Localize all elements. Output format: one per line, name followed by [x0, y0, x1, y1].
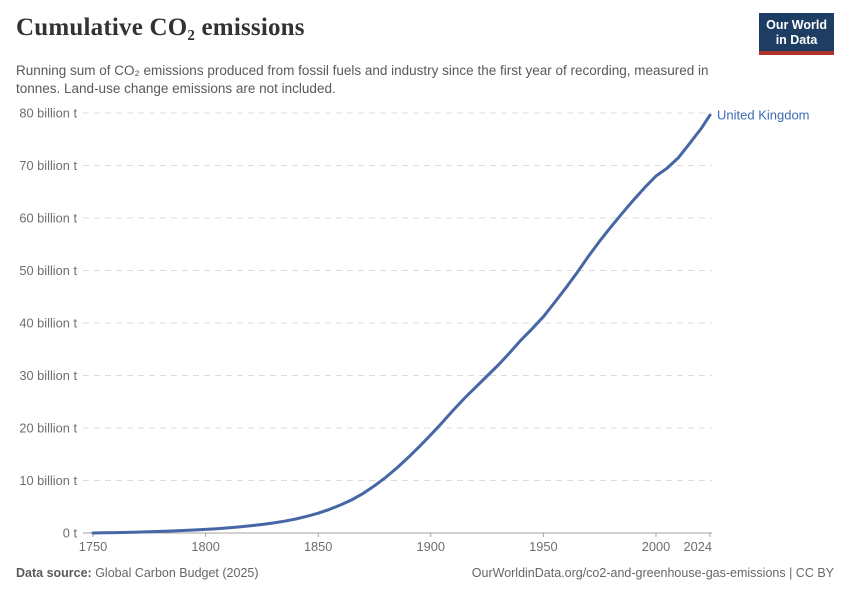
x-axis-tick-label: 1900: [417, 539, 445, 554]
y-axis-tick-label: 20 billion t: [19, 421, 77, 436]
owid-logo-line2: in Data: [775, 33, 818, 47]
owid-logo[interactable]: Our World in Data: [759, 13, 834, 55]
y-axis-tick-label: 70 billion t: [19, 158, 77, 173]
x-axis-tick-label: 2000: [642, 539, 670, 554]
chart-subtitle: Running sum of CO₂ emissions produced fr…: [16, 63, 709, 96]
x-axis-tick-label: 1800: [191, 539, 219, 554]
series-line-united-kingdom[interactable]: [91, 113, 712, 535]
series-entity-label[interactable]: United Kingdom: [717, 108, 810, 123]
y-axis-tick-label: 0 t: [63, 526, 78, 541]
y-axis-tick-label: 30 billion t: [19, 368, 77, 383]
x-axis-tick-label: 1950: [529, 539, 557, 554]
chart-canvas[interactable]: 0 t 10 billion t 20 billion t 30 billion t 4…: [0, 98, 850, 560]
chart-header: Cumulative CO₂ emissions Our World in Da…: [0, 0, 850, 55]
chart-footer: Data source: Global Carbon Budget (2025)…: [0, 560, 850, 580]
y-axis-tick-label: 50 billion t: [19, 263, 77, 278]
owid-logo-line1: Our World: [766, 18, 827, 32]
footer-link[interactable]: OurWorldinData.org/co2-and-greenhouse-ga…: [471, 566, 834, 580]
x-axis-tick-label: 1750: [79, 539, 107, 554]
x-axis-tick-label: 1850: [304, 539, 332, 554]
chart-title: Cumulative CO₂ emissions: [16, 14, 305, 41]
data-source-value: Global Carbon Budget (2025): [91, 566, 259, 580]
chart-area: 0 t 10 billion t 20 billion t 30 billion t 4…: [0, 98, 850, 560]
y-axis-tick-label: 40 billion t: [19, 316, 77, 331]
y-axis-tick-label: 10 billion t: [19, 473, 77, 488]
y-axis-tick-label: 80 billion t: [19, 106, 77, 121]
y-axis-tick-label: 60 billion t: [19, 211, 77, 226]
data-source-label: Data source:: [16, 566, 92, 580]
x-axis-tick-label: 2024: [684, 539, 712, 554]
data-source: Data source: Global Carbon Budget (2025): [16, 566, 259, 580]
